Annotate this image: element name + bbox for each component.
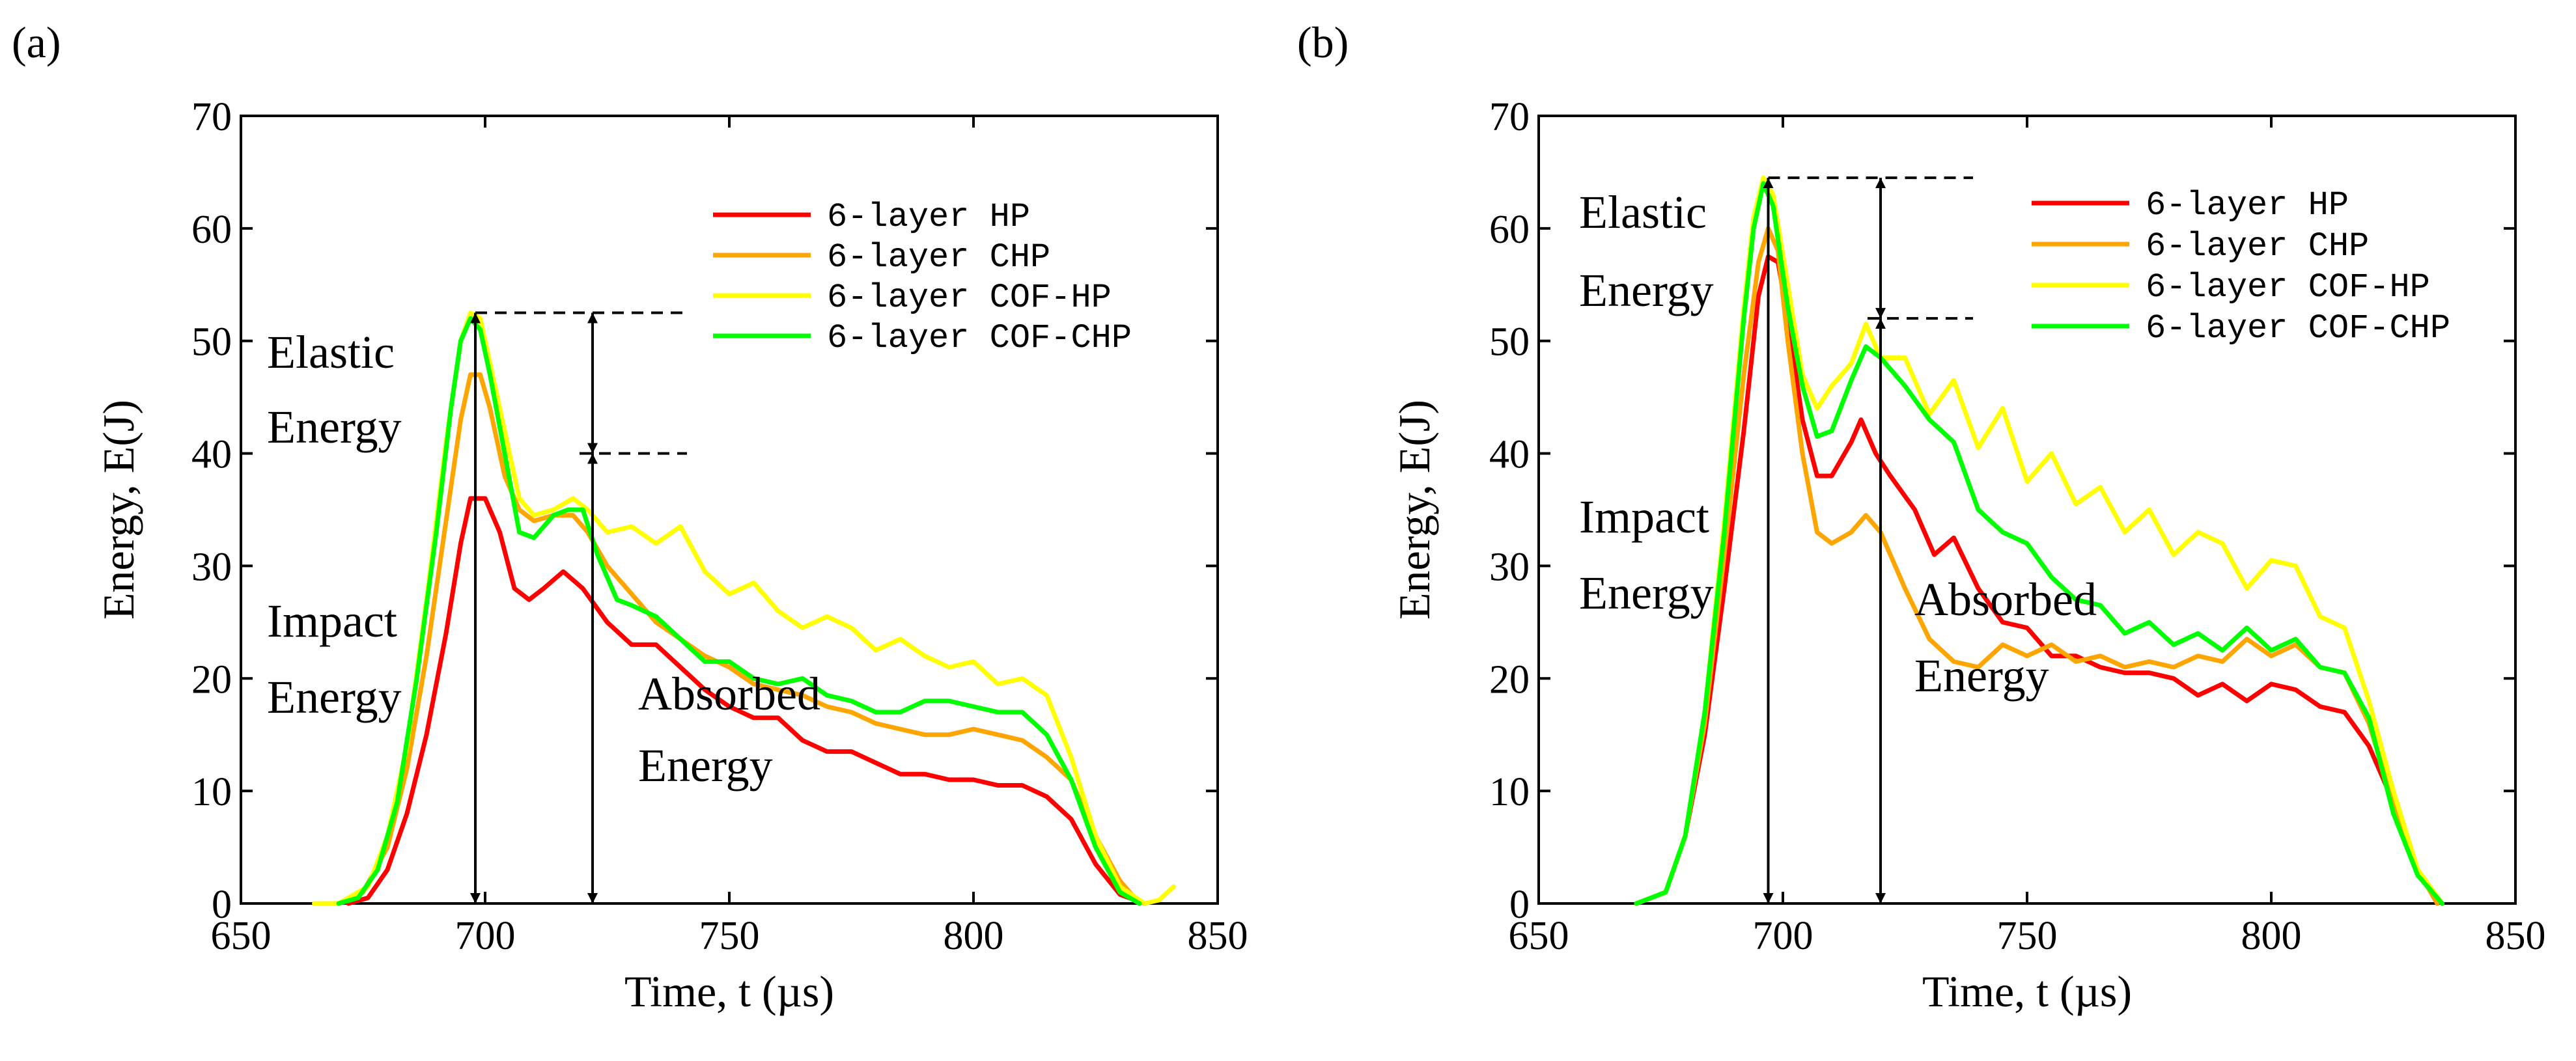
impact-energy-label-line1: Impact xyxy=(267,595,397,647)
y-tick-label: 70 xyxy=(191,95,232,139)
x-tick-label: 650 xyxy=(211,914,272,958)
impact-energy-label-line2: Energy xyxy=(1579,567,1714,619)
panel-label: (a) xyxy=(12,18,61,67)
panel-label: (b) xyxy=(1297,18,1349,67)
impact-energy-label-line2: Energy xyxy=(267,671,402,723)
x-axis-title: Time, t (µs) xyxy=(624,967,834,1016)
y-tick-label: 20 xyxy=(191,657,232,702)
x-tick-label: 800 xyxy=(944,914,1004,958)
y-tick-label: 60 xyxy=(1489,208,1530,252)
y-tick-label: 60 xyxy=(191,208,232,252)
chart-panel-b: (b) 650 700 750 800 850 0 10 20 30 40 50 60 70 Time, t… xyxy=(1297,18,2546,1016)
legend-entry: 6-layer CHP xyxy=(827,238,1050,277)
x-tick-label: 850 xyxy=(1188,914,1248,958)
x-tick-label: 850 xyxy=(2485,914,2546,958)
y-tick-label: 0 xyxy=(1509,883,1530,927)
series-group xyxy=(312,310,1176,906)
y-tick-label: 10 xyxy=(1489,770,1530,814)
elastic-energy-label-line2: Energy xyxy=(1579,264,1714,316)
x-tick-label: 650 xyxy=(1509,914,1569,958)
x-axis-title: Time, t (µs) xyxy=(1922,967,2132,1016)
x-tick-label: 750 xyxy=(1997,914,2058,958)
y-tick-label: 30 xyxy=(191,545,232,589)
series-line xyxy=(312,310,1176,906)
x-tick-label: 700 xyxy=(1753,914,1813,958)
legend-entry: 6-layer HP xyxy=(2146,186,2349,225)
absorbed-energy-label-line2: Energy xyxy=(1914,650,2049,702)
y-tick-label: 20 xyxy=(1489,657,1530,702)
y-tick-label: 0 xyxy=(212,883,232,927)
legend-entry: 6-layer HP xyxy=(827,198,1030,236)
legend-entry: 6-layer COF-HP xyxy=(2146,268,2430,307)
series-line xyxy=(1634,181,2444,906)
absorbed-energy-label-line1: Absorbed xyxy=(638,668,820,720)
legend-entry: 6-layer COF-HP xyxy=(827,279,1112,317)
legend-entry: 6-layer COF-CHP xyxy=(2146,309,2450,348)
elastic-energy-label-line2: Energy xyxy=(267,401,402,453)
elastic-energy-label-line1: Elastic xyxy=(267,326,395,378)
legend-entry: 6-layer CHP xyxy=(2146,227,2369,266)
x-tick-label: 750 xyxy=(699,914,760,958)
series-line xyxy=(336,316,1142,906)
impact-energy-label-line1: Impact xyxy=(1579,491,1709,543)
y-tick-label: 30 xyxy=(1489,545,1530,589)
legend-entry: 6-layer COF-CHP xyxy=(827,319,1132,357)
y-tick-label: 10 xyxy=(191,770,232,814)
elastic-energy-label-line1: Elastic xyxy=(1579,186,1707,238)
x-tick-label: 700 xyxy=(455,914,516,958)
y-tick-label: 70 xyxy=(1489,95,1530,139)
absorbed-energy-label-line2: Energy xyxy=(638,739,773,792)
series-line xyxy=(336,372,1142,906)
y-tick-label: 40 xyxy=(1489,433,1530,477)
series-line xyxy=(346,496,1147,906)
x-tick-label: 800 xyxy=(2241,914,2302,958)
series-line xyxy=(1634,226,2440,906)
absorbed-energy-label-line1: Absorbed xyxy=(1914,573,2097,626)
y-tick-label: 50 xyxy=(191,320,232,365)
y-axis-title: Energy, E(J) xyxy=(1390,400,1439,620)
y-tick-label: 50 xyxy=(1489,320,1530,365)
chart-panel-a: (a) 650 700 750 800 850 0 10 20 30 40 50 60 70 Time, t… xyxy=(12,18,1248,1016)
y-tick-label: 40 xyxy=(191,433,232,477)
y-axis-title: Energy, E(J) xyxy=(94,400,143,620)
